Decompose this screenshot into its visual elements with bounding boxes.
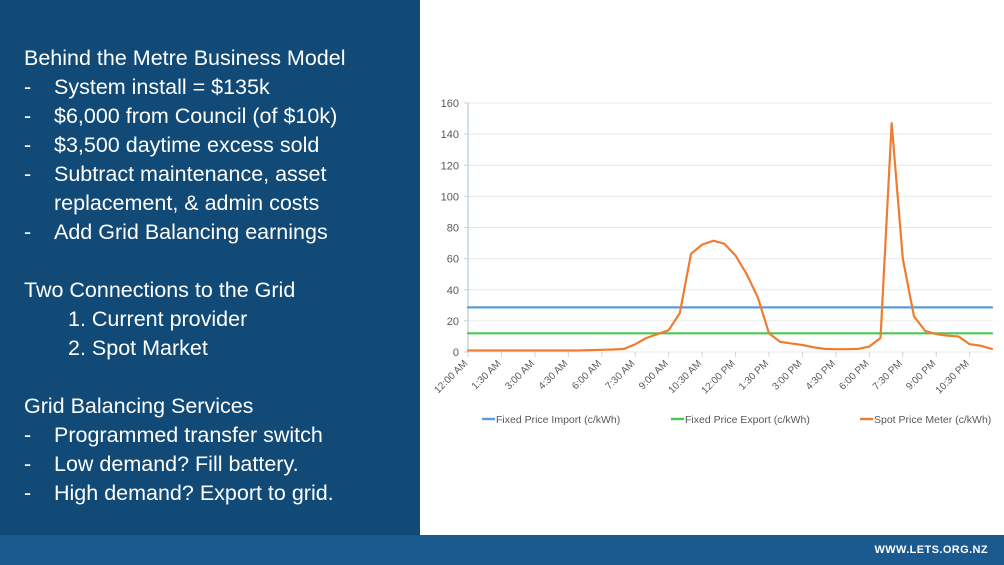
- numbered-item-current-provider: 1. Current provider: [68, 307, 248, 331]
- bullet-text: $3,500 daytime excess sold: [54, 133, 320, 157]
- bottom-banner: WWW.LETS.ORG.NZ: [0, 535, 1004, 565]
- bullet-marker: -: [24, 423, 32, 447]
- x-axis-tick-label: 12:00 AM: [432, 358, 470, 396]
- y-axis-tick-label: 120: [441, 160, 459, 172]
- bullet-transfer-switch: - Programmed transfer switch: [24, 421, 406, 450]
- y-axis-tick-label: 140: [441, 129, 459, 141]
- x-axis-tick-label: 3:00 AM: [503, 358, 537, 392]
- bullet-text: $6,000 from Council (of $10k): [54, 104, 338, 128]
- numbered-item-spot-market: 2. Spot Market: [68, 336, 208, 360]
- bullet-marker: -: [24, 481, 32, 505]
- bullet-high-demand: - High demand? Export to grid.: [24, 479, 406, 508]
- section-heading-grid-balancing: Grid Balancing Services: [24, 394, 254, 418]
- bullet-marker: -: [24, 133, 32, 157]
- x-axis-tick-label: 1:30 PM: [737, 358, 771, 392]
- chart-xaxis-labels: 12:00 AM 1:30 AM 3:00 AM 4:30 AM 6:00 AM 7:30…: [432, 358, 971, 396]
- x-axis-tick-label: 10:30 AM: [667, 358, 705, 396]
- x-axis-tick-label: 12:00 PM: [700, 358, 738, 396]
- chart-xaxis-ticks: [467, 352, 971, 357]
- bullet-text: Add Grid Balancing earnings: [54, 220, 328, 244]
- section-spacer: [24, 247, 406, 276]
- y-axis-tick-label: 40: [447, 285, 459, 297]
- legend-label: Fixed Price Import (c/kWh): [496, 414, 620, 426]
- x-axis-tick-label: 4:30 AM: [537, 358, 571, 392]
- y-axis-tick-label: 0: [453, 347, 459, 359]
- bullet-system-install: - System install = $135k: [24, 73, 406, 102]
- bullet-subtract-costs: - Subtract maintenance, asset: [24, 160, 406, 189]
- x-axis-tick-label: 4:30 PM: [804, 358, 838, 392]
- x-axis-tick-label: 6:00 PM: [837, 358, 871, 392]
- y-axis-tick-label: 80: [447, 223, 459, 235]
- section-heading-two-connections: Two Connections to the Grid: [24, 278, 296, 302]
- x-axis-tick-label: 3:00 PM: [770, 358, 804, 392]
- bullet-text: System install = $135k: [54, 75, 270, 99]
- chart-legend: Fixed Price Import (c/kWh) Fixed Price Ex…: [482, 414, 991, 426]
- bullet-text: Subtract maintenance, asset: [54, 162, 327, 186]
- x-axis-tick-label: 10:30 PM: [934, 358, 972, 396]
- chart-series-line: [466, 122, 994, 352]
- bullet-grid-balancing-earnings: - Add Grid Balancing earnings: [24, 218, 406, 247]
- bullet-subtract-costs-line2: replacement, & admin costs: [54, 191, 320, 215]
- bullet-council-funding: - $6,000 from Council (of $10k): [24, 102, 406, 131]
- section-spacer: [24, 363, 406, 392]
- bullet-daytime-excess: - $3,500 daytime excess sold: [24, 131, 406, 160]
- bullet-low-demand: - Low demand? Fill battery.: [24, 450, 406, 479]
- left-content-panel: Behind the Metre Business Model - System…: [0, 0, 420, 535]
- bullet-marker: -: [24, 220, 32, 244]
- x-axis-tick-label: 9:00 PM: [904, 358, 938, 392]
- x-axis-tick-label: 7:30 PM: [871, 358, 905, 392]
- section-heading-business-model: Behind the Metre Business Model: [24, 46, 346, 70]
- legend-label: Fixed Price Export (c/kWh): [685, 414, 810, 426]
- bullet-text: Programmed transfer switch: [54, 423, 323, 447]
- x-axis-tick-label: 1:30 AM: [470, 358, 504, 392]
- spot-price-chart: 0 20 40 60 80 100 120 140 160 12:00 AM 1:30 AM 3:0…: [426, 78, 998, 446]
- chart-series-lines: [466, 122, 994, 352]
- y-axis-tick-label: 100: [441, 191, 459, 203]
- x-axis-tick-label: 6:00 AM: [570, 358, 604, 392]
- bullet-marker: -: [24, 104, 32, 128]
- bullet-text: High demand? Export to grid.: [54, 481, 334, 505]
- website-url: WWW.LETS.ORG.NZ: [874, 544, 988, 556]
- bullet-marker: -: [24, 162, 32, 186]
- bullet-text: Low demand? Fill battery.: [54, 452, 299, 476]
- bullet-marker: -: [24, 452, 32, 476]
- y-axis-tick-label: 20: [447, 316, 459, 328]
- bullet-marker: -: [24, 75, 32, 99]
- y-axis-tick-label: 160: [441, 98, 459, 110]
- chart-gridlines: [464, 102, 992, 353]
- chart-yaxis-labels: 0 20 40 60 80 100 120 140 160: [441, 98, 459, 359]
- x-axis-tick-label: 9:00 AM: [637, 358, 671, 392]
- x-axis-tick-label: 7:30 AM: [604, 358, 638, 392]
- y-axis-tick-label: 60: [447, 254, 459, 266]
- legend-label: Spot Price Meter (c/kWh): [874, 414, 991, 426]
